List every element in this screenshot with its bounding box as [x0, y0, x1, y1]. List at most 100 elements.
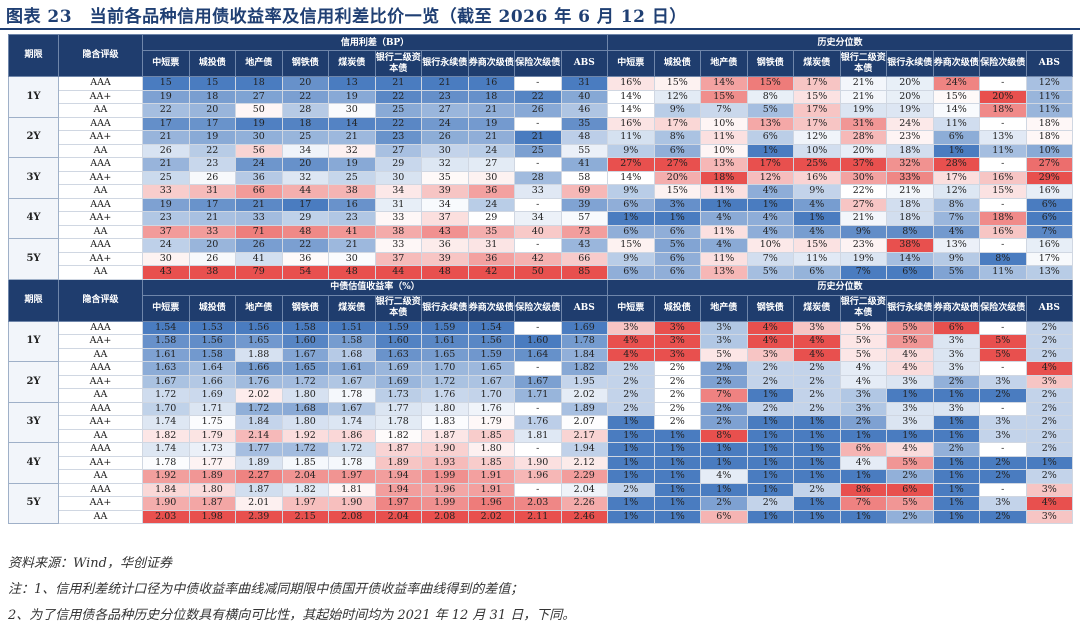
percentile-cell: 11% — [700, 251, 748, 266]
percentile-cell: - — [979, 238, 1027, 253]
term-label: 3Y — [8, 157, 59, 199]
percentile-cell: 2% — [700, 401, 748, 416]
percentile-cell: 1% — [1025, 455, 1074, 470]
percentile-cell: 13% — [700, 157, 748, 172]
percentile-cell: 15% — [793, 89, 841, 104]
value-cell: 58 — [560, 170, 608, 185]
value-cell: 28 — [281, 103, 329, 118]
percentile-cell: 15% — [653, 184, 701, 199]
percentile-cell: 12% — [653, 89, 701, 104]
percentile-cell: 4% — [932, 224, 980, 239]
value-cell: 1.74 — [142, 442, 190, 457]
percentile-cell: 6% — [607, 224, 655, 239]
percentile-cell: 5% — [932, 265, 980, 280]
term-label: 5Y — [8, 482, 59, 524]
percentile-cell: 3% — [607, 320, 655, 335]
value-cell: 25 — [328, 170, 376, 185]
value-cell: 2.04 — [281, 469, 329, 484]
percentile-cell: 2% — [886, 509, 934, 524]
value-cell: 33 — [374, 211, 422, 226]
table-row: 2Y AAA 1.63 1.64 1.66 1.65 1.61 1.69 1.70 1.65-1.… — [8, 361, 1074, 403]
term-label: 1Y — [8, 76, 59, 118]
percentile-cell: 7% — [839, 496, 887, 511]
percentile-cell: 11% — [700, 224, 748, 239]
table-row: AA 1.72 1.69 2.02 1.80 1.78 1.73 1.76 1.70 1.71 2.… — [9, 388, 1074, 403]
percentile-cell: 6% — [746, 130, 794, 145]
percentile-cell: 13% — [979, 130, 1027, 145]
percentile-cell: 4% — [793, 347, 841, 362]
percentile-cell: 3% — [979, 415, 1027, 430]
value-cell: 1.67 — [328, 401, 376, 416]
table-row: AA 26 22 56 34 32 27 30 24 25 55 9% 6% 10% 1% 10% 20% 18%… — [9, 143, 1074, 158]
percentile-cell: 11% — [979, 265, 1027, 280]
value-cell: 18 — [235, 76, 283, 91]
value-cell: 21 — [328, 238, 376, 253]
value-cell: 34 — [281, 143, 329, 158]
rating-label: AA+ — [58, 251, 143, 266]
percentile-cell: - — [979, 361, 1027, 376]
value-cell: 1.75 — [188, 415, 236, 430]
percentile-cell: 4% — [746, 334, 794, 349]
table-row: AA 43 38 79 54 48 44 48 42 50 85 6% 6% 13% 5% 6% 7% 6% 5% 1… — [9, 265, 1074, 280]
value-cell: 1.54 — [142, 320, 190, 335]
percentile-cell: 10% — [1025, 143, 1074, 158]
percentile-cell: 17% — [653, 116, 701, 131]
value-cell: 1.82 — [142, 428, 190, 443]
percentile-cell: 15% — [700, 89, 748, 104]
percentile-cell: 1% — [839, 469, 887, 484]
value-cell: 1.58 — [281, 320, 329, 335]
percentile-cell: 21% — [839, 76, 887, 91]
value-cell: 1.69 — [188, 388, 236, 403]
value-cell: 1.65 — [235, 334, 283, 349]
value-cell: 1.56 — [467, 334, 515, 349]
value-cell: 21 — [467, 130, 515, 145]
table-row: AA 37 33 71 48 41 38 43 35 40 73 6% 6% 11% 4% 4% 9% 8% 4% 1… — [9, 224, 1074, 239]
percentile-cell: 20% — [839, 143, 887, 158]
percentile-cell: 2% — [793, 374, 841, 389]
value-cell: 1.77 — [235, 442, 283, 457]
value-cell: 30 — [467, 170, 515, 185]
value-cell: 33 — [142, 184, 190, 199]
percentile-cell: 11% — [700, 130, 748, 145]
percentile-cell: 18% — [886, 197, 934, 212]
percentile-cell: - — [979, 76, 1027, 91]
value-cell: 34 — [421, 197, 469, 212]
value-cell: 27 — [467, 157, 515, 172]
table-row: 5Y AAA 1.84 1.80 1.87 1.82 1.81 1.94 1.96 1.91-2.… — [8, 482, 1074, 524]
value-cell: 2.03 — [514, 496, 562, 511]
percentile-cell: 2% — [653, 415, 701, 430]
percentile-cell: 15% — [607, 238, 655, 253]
percentile-cell: 10% — [793, 143, 841, 158]
percentile-cell: 7% — [839, 265, 887, 280]
value-cell: 66 — [235, 184, 283, 199]
value-cell: 33 — [235, 211, 283, 226]
percentile-cell: 2% — [700, 415, 748, 430]
value-cell: 66 — [560, 251, 608, 266]
value-cell: 43 — [421, 224, 469, 239]
table-row: 3Y AAA 21 23 24 20 19 29 32 27-41 27% 27% 13% 17% 25% 3… — [8, 157, 1074, 199]
percentile-cell: 1% — [793, 469, 841, 484]
value-cell: 1.72 — [281, 442, 329, 457]
percentile-cell: 12% — [793, 130, 841, 145]
percentile-cell: 1% — [839, 428, 887, 443]
value-cell: 32 — [421, 157, 469, 172]
value-cell: 33 — [188, 224, 236, 239]
percentile-cell: 5% — [746, 265, 794, 280]
percentile-cell: 11% — [607, 130, 655, 145]
value-cell: 21 — [374, 76, 422, 91]
value-cell: 35 — [467, 224, 515, 239]
percentile-cell: 31% — [839, 116, 887, 131]
percentile-column-header: 地产债 — [700, 50, 748, 77]
percentile-cell: 2% — [793, 361, 841, 376]
percentile-cell: 5% — [653, 238, 701, 253]
percentile-cell: - — [979, 116, 1027, 131]
value-cell: 38 — [188, 265, 236, 280]
value-cell: 2.04 — [374, 509, 422, 524]
percentile-cell: 18% — [1025, 116, 1074, 131]
percentile-cell: 13% — [700, 265, 748, 280]
value-cell: 1.78 — [328, 455, 376, 470]
value-cell: 2.01 — [235, 496, 283, 511]
percentile-cell: 2% — [1025, 428, 1074, 443]
percentile-column-header: 银行二级资本债 — [839, 294, 887, 322]
value-column-header: 保险次级债 — [514, 294, 562, 322]
